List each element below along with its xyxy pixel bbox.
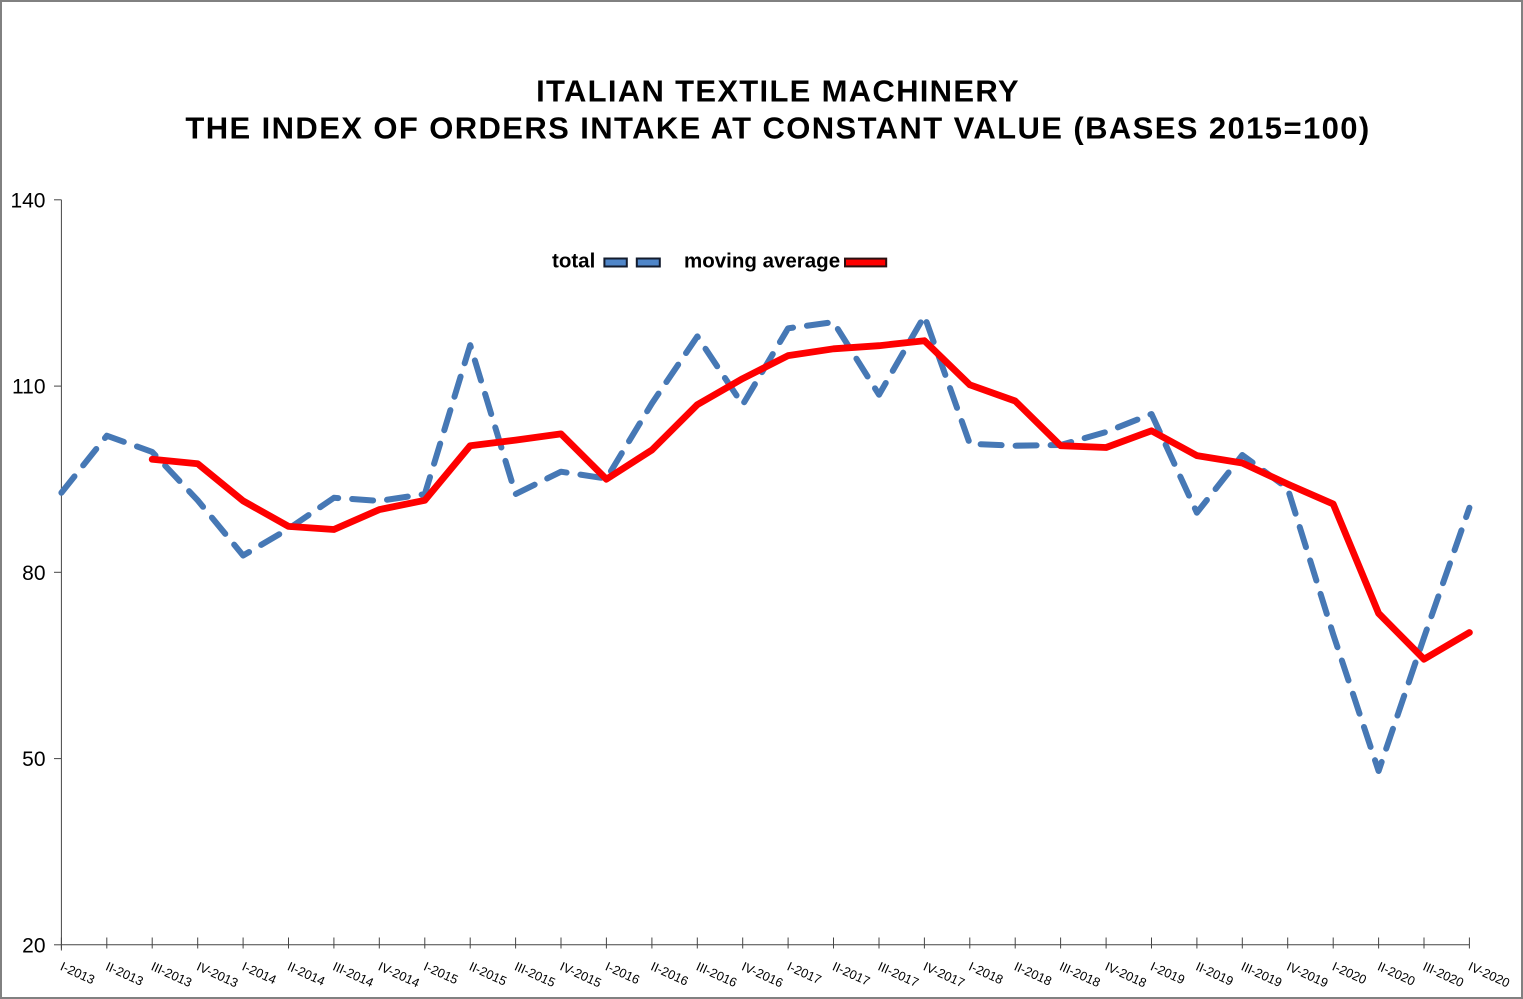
svg-text:II-2016: II-2016	[649, 959, 691, 988]
svg-text:IV-2019: IV-2019	[1284, 959, 1330, 990]
svg-text:I-2020: I-2020	[1330, 959, 1369, 987]
svg-text:110: 110	[12, 376, 45, 399]
svg-text:moving average: moving average	[684, 250, 840, 273]
svg-text:IV-2013: IV-2013	[194, 959, 240, 990]
svg-text:20: 20	[22, 934, 45, 957]
svg-text:I-2015: I-2015	[422, 959, 461, 987]
svg-text:II-2018: II-2018	[1012, 959, 1054, 988]
svg-text:140: 140	[10, 189, 45, 212]
svg-text:I-2013: I-2013	[58, 959, 97, 987]
svg-text:II-2015: II-2015	[467, 959, 509, 988]
svg-text:III-2016: III-2016	[694, 959, 739, 990]
svg-text:III-2014: III-2014	[331, 959, 376, 990]
svg-text:THE INDEX OF ORDERS INTAKE AT: THE INDEX OF ORDERS INTAKE AT CONSTANT V…	[185, 111, 1370, 146]
svg-text:IV-2016: IV-2016	[739, 959, 785, 990]
svg-text:II-2020: II-2020	[1375, 959, 1417, 988]
svg-text:I-2017: I-2017	[785, 959, 824, 987]
svg-text:IV-2015: IV-2015	[558, 959, 604, 990]
svg-text:IV-2017: IV-2017	[921, 959, 967, 990]
svg-text:II-2014: II-2014	[285, 959, 327, 988]
svg-text:III-2017: III-2017	[876, 959, 921, 990]
svg-text:III-2018: III-2018	[1057, 959, 1102, 990]
svg-text:III-2013: III-2013	[149, 959, 194, 990]
svg-text:II-2019: II-2019	[1194, 959, 1236, 988]
svg-text:II-2017: II-2017	[830, 959, 872, 988]
svg-text:III-2015: III-2015	[512, 959, 557, 990]
svg-text:I-2019: I-2019	[1148, 959, 1187, 987]
svg-text:I-2016: I-2016	[603, 959, 642, 987]
svg-text:total: total	[552, 250, 595, 273]
svg-text:ITALIAN TEXTILE MACHINERY: ITALIAN TEXTILE MACHINERY	[536, 74, 1020, 109]
svg-text:IV-2014: IV-2014	[376, 959, 422, 990]
svg-text:III-2020: III-2020	[1421, 959, 1466, 990]
svg-text:IV-2018: IV-2018	[1103, 959, 1149, 990]
svg-text:80: 80	[22, 562, 45, 585]
svg-text:I-2018: I-2018	[967, 959, 1006, 987]
svg-text:II-2013: II-2013	[104, 959, 146, 988]
svg-text:IV-2020: IV-2020	[1466, 959, 1512, 990]
svg-text:I-2014: I-2014	[240, 959, 279, 987]
svg-text:III-2019: III-2019	[1239, 959, 1284, 990]
svg-text:50: 50	[22, 748, 45, 771]
